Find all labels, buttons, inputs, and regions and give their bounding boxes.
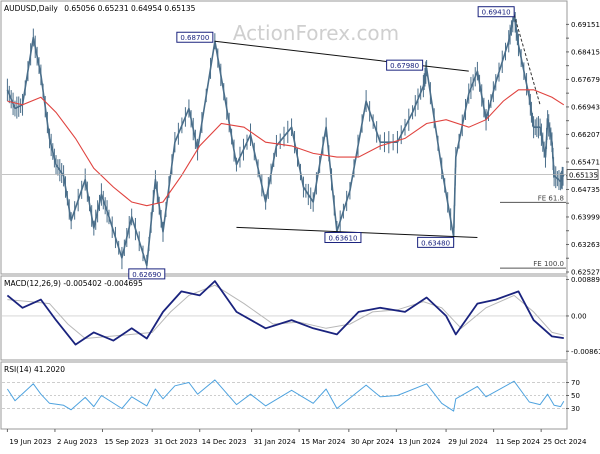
- price-y-tick-label: 0.66943: [571, 103, 600, 111]
- price-y-tick-label: 0.64735: [571, 186, 600, 194]
- rsi-y-tick-label: 50: [571, 392, 580, 400]
- x-tick-label: 25 Oct 2024: [543, 438, 587, 446]
- x-tick-label: 15 Sep 2023: [104, 438, 148, 446]
- macd-y-ticks: 0.008896 0.00 -0.008612: [2, 276, 600, 356]
- macd-panel-title: MACD(12,26,9) -0.005402 -0.004695: [4, 279, 143, 288]
- price-y-ticks: 0.69151 0.68415 0.67679 0.66943 0.66207 0.654…: [566, 21, 600, 276]
- x-tick-label: 11 Sep 2024: [496, 438, 541, 446]
- symbol-label: AUDUSD,Daily: [4, 4, 58, 13]
- price-y-tick-label: 0.63999: [571, 213, 600, 221]
- x-tick-label: 19 Jun 2023: [9, 438, 51, 446]
- macd-line: [6, 280, 564, 346]
- x-tick-label: 31 Oct 2023: [154, 438, 197, 446]
- annotation-label: 0.68700: [180, 34, 209, 42]
- price-y-tick-label: 0.69151: [571, 21, 600, 29]
- last-price-label: 0.65135: [569, 172, 598, 180]
- price-panel-title: AUDUSD,Daily 0.65056 0.65231 0.64954 0.6…: [4, 4, 196, 13]
- annotation-box: [324, 232, 362, 244]
- annotation-label: 0.67980: [390, 62, 419, 70]
- x-axis-ticks: 19 Jun 2023 2 Aug 2023 15 Sep 2023 31 Oct 2…: [6, 429, 587, 446]
- price-y-tick-label: 0.66207: [571, 131, 600, 139]
- annotation-box: [176, 31, 214, 43]
- fibonacci-label: FE 100.0: [533, 260, 564, 268]
- price-y-tick-label: 0.65471: [571, 158, 600, 166]
- macd-panel-frame: [0, 275, 568, 361]
- rsi-line: [6, 379, 565, 412]
- annotation-box: [417, 236, 455, 248]
- dashed-trendline: [513, 14, 541, 105]
- rsi-y-tick-label: 70: [571, 379, 580, 387]
- x-tick-label: 15 Mar 2024: [301, 438, 346, 446]
- x-tick-label: 14 Dec 2023: [202, 438, 247, 446]
- fibonacci-levels: FE 61.8 FE 100.0: [500, 194, 566, 269]
- annotation-label: 0.62690: [132, 271, 161, 279]
- rsi-series: [6, 379, 565, 412]
- rsi-y-tick-label: 30: [571, 405, 580, 413]
- last-price-marker: 0.65135: [2, 169, 599, 180]
- rsi-y-ticks: 70 50 30: [2, 379, 580, 413]
- price-y-tick-label: 0.67679: [571, 76, 600, 84]
- x-tick-label: 29 Jul 2024: [448, 438, 488, 446]
- macd-signal-line: [7, 284, 564, 340]
- price-y-tick-label: 0.62527: [571, 268, 600, 276]
- x-tick-label: 30 Apr 2024: [351, 438, 395, 446]
- macd-series: [6, 280, 564, 346]
- x-tick-label: 31 Jan 2024: [254, 438, 297, 446]
- last-price-box: [566, 169, 599, 180]
- annotation-box: [128, 268, 166, 280]
- price-y-tick-label: 0.68415: [571, 48, 600, 56]
- macd-y-tick-label: 0.00: [571, 312, 587, 320]
- moving-average-series: [7, 89, 565, 207]
- x-tick-label: 13 Jun 2024: [398, 438, 441, 446]
- watermark-text: ActionForex.com: [233, 21, 399, 45]
- annotation-box: [386, 59, 424, 71]
- macd-y-tick-label: -0.008612: [571, 348, 600, 356]
- moving-average-line: [7, 89, 565, 207]
- price-series: [6, 7, 565, 277]
- ohlc-header: 0.65056 0.65231 0.64954 0.65135: [64, 4, 195, 13]
- annotation-label: 0.69410: [482, 9, 511, 17]
- annotation-label: 0.63480: [421, 239, 450, 247]
- annotation-label: 0.63610: [328, 235, 357, 243]
- price-y-tick-label: 0.63263: [571, 241, 600, 249]
- rsi-panel-title: RSI(14) 41.2020: [4, 365, 65, 374]
- macd-y-tick-label: 0.008896: [571, 276, 600, 284]
- x-tick-label: 2 Aug 2023: [57, 438, 97, 446]
- annotation-box: [477, 6, 515, 18]
- trendline: [214, 40, 469, 72]
- price-panel-frame: [0, 0, 568, 275]
- fibonacci-label: FE 61.8: [538, 194, 564, 202]
- price-annotations: 0.62690 0.68700 0.63610 0.67980 0.63480 0.694…: [128, 6, 515, 280]
